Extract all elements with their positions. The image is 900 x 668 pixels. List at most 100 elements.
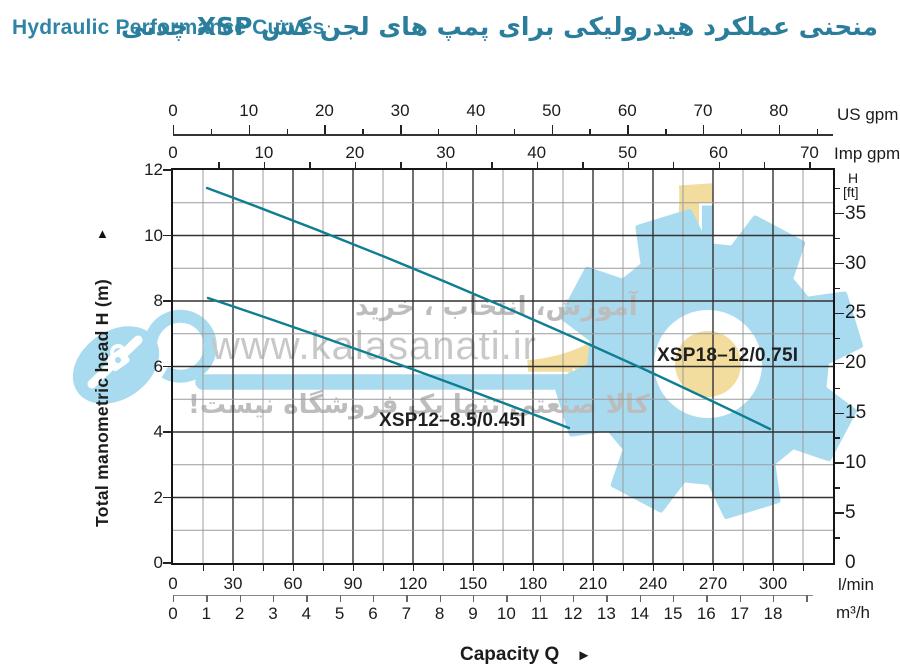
lmin-tick-label: 60 bbox=[283, 574, 303, 593]
lmin-tick bbox=[803, 565, 805, 571]
lmin-tick bbox=[293, 565, 295, 571]
kalasanati-logo-icon bbox=[72, 309, 217, 404]
us-gpm-tick bbox=[324, 125, 326, 134]
head-ft-tick-label: 25 bbox=[845, 302, 867, 324]
us-gpm-tick bbox=[210, 129, 213, 134]
lmin-tick bbox=[713, 565, 715, 571]
m3h-tick-label: 7 bbox=[401, 604, 412, 623]
imp-gpm-tick-label: 10 bbox=[254, 143, 274, 162]
imp-gpm-tick-label: 0 bbox=[168, 143, 178, 162]
curve-xsp18 bbox=[205, 186, 772, 431]
lmin-tick bbox=[353, 565, 355, 571]
head-m-tick bbox=[163, 300, 172, 302]
lmin-tick bbox=[623, 565, 625, 571]
head-ft-tick bbox=[835, 237, 840, 240]
us-gpm-tick bbox=[551, 125, 553, 134]
lmin-tick bbox=[773, 565, 775, 571]
y-axis-title: Total manometric head H (m) bbox=[92, 279, 112, 527]
imp-gpm-tick bbox=[263, 162, 266, 169]
us-gpm-tick-label: 40 bbox=[466, 101, 486, 120]
us-gpm-tick bbox=[475, 125, 478, 134]
lmin-tick bbox=[683, 565, 685, 571]
head-ft-tick-label: 20 bbox=[845, 352, 867, 374]
head-ft-unit-h: H bbox=[848, 170, 859, 186]
imp-gpm-tick-label: 60 bbox=[709, 143, 728, 162]
m3h-tick-label: 0 bbox=[168, 604, 178, 623]
lmin-tick bbox=[563, 565, 565, 571]
plot-border bbox=[171, 168, 835, 565]
lmin-tick bbox=[383, 565, 385, 571]
m3h-tick bbox=[372, 595, 375, 602]
imp-gpm-tick bbox=[309, 162, 311, 169]
m3h-tick-label: 17 bbox=[730, 604, 750, 623]
head-m-tick-label: 4 bbox=[153, 422, 163, 441]
imp-gpm-tick-label: 20 bbox=[345, 143, 365, 162]
imp-gpm-tick bbox=[218, 162, 220, 169]
m3h-tick-label: 12 bbox=[563, 604, 583, 623]
head-m-tick-label: 12 bbox=[144, 160, 163, 179]
m3h-tick-label: 13 bbox=[596, 604, 616, 623]
x-axis-title-text: Capacity Q bbox=[460, 644, 560, 665]
head-m-tick-label: 10 bbox=[144, 225, 163, 245]
lmin-tick bbox=[323, 565, 325, 571]
lmin-tick-label: 180 bbox=[518, 574, 548, 593]
page-title-farsi: منحنی عملکرد هیدرولیکی برای پمپ های لجن … bbox=[120, 12, 878, 41]
m3h-tick bbox=[239, 595, 241, 602]
watermark-slogan-bottom: کالا صنعتی تنها یک فروشگاه نیست! bbox=[188, 390, 650, 420]
m3h-tick-label: 2 bbox=[234, 604, 245, 623]
imp-gpm-tick-label: 50 bbox=[618, 143, 638, 162]
m3h-tick bbox=[206, 595, 208, 602]
head-ft-tick bbox=[835, 262, 844, 265]
imp-gpm-tick-label: 70 bbox=[799, 143, 819, 162]
imp-gpm-tick bbox=[400, 162, 402, 169]
m3h-tick-label: 9 bbox=[468, 604, 478, 623]
us-gpm-tick bbox=[702, 125, 705, 134]
plot-grid bbox=[173, 170, 833, 563]
m3h-tick-label: 15 bbox=[663, 604, 683, 623]
lmin-tick-label: 240 bbox=[638, 574, 668, 593]
watermark-url: www.kalasanati.ir bbox=[211, 324, 538, 368]
imp-gpm-tick bbox=[718, 162, 720, 169]
imp-gpm-tick bbox=[627, 162, 629, 169]
m3h-tick bbox=[739, 595, 741, 602]
us-gpm-tick bbox=[513, 129, 516, 134]
lmin-tick bbox=[443, 565, 445, 571]
curve-label-xsp18: XSP18–12/0.75I bbox=[657, 345, 799, 366]
us-gpm-tick-label: 80 bbox=[769, 101, 789, 120]
imp-gpm-tick bbox=[354, 162, 357, 169]
gear-hub bbox=[675, 331, 741, 397]
us-gpm-tick bbox=[362, 129, 364, 134]
lmin-tick-label: 30 bbox=[223, 574, 243, 593]
us-gpm-tick bbox=[286, 129, 288, 134]
head-m-tick bbox=[163, 562, 172, 564]
us-gpm-tick bbox=[627, 125, 629, 134]
m3h-tick bbox=[439, 595, 441, 602]
head-ft-tick-label: 0 bbox=[845, 552, 856, 573]
us-gpm-tick-label: 10 bbox=[239, 101, 259, 120]
m3h-tick-label: 16 bbox=[696, 604, 716, 623]
m3h-tick bbox=[406, 595, 408, 602]
head-ft-tick-label: 15 bbox=[845, 402, 867, 424]
head-ft-tick-label: 5 bbox=[845, 502, 856, 524]
lmin-tick-label: 120 bbox=[398, 574, 428, 593]
imp-gpm-tick bbox=[445, 162, 448, 169]
lmin-tick bbox=[203, 565, 205, 571]
head-ft-tick bbox=[835, 312, 844, 315]
lmin-tick bbox=[503, 565, 505, 571]
us-gpm-tick bbox=[400, 125, 402, 134]
head-ft-tick bbox=[835, 187, 840, 190]
m3h-tick bbox=[639, 595, 641, 602]
head-m-tick-label: 6 bbox=[153, 356, 163, 376]
lmin-tick bbox=[233, 565, 235, 571]
m3h-tick-label: 8 bbox=[434, 604, 445, 623]
us-gpm-unit: US gpm bbox=[837, 105, 899, 124]
head-m-tick bbox=[163, 169, 172, 171]
watermark-slogan-top: آموزش، انتخاب ، خرید bbox=[355, 292, 638, 322]
us-gpm-tick-label: 30 bbox=[390, 101, 410, 120]
imp-gpm-tick-label: 30 bbox=[436, 143, 456, 162]
m3h-tick-label: 18 bbox=[763, 604, 783, 623]
us-gpm-tick-label: 70 bbox=[693, 101, 713, 120]
head-m-tick bbox=[163, 365, 172, 368]
m3h-unit: m³/h bbox=[836, 603, 870, 622]
curves-layer bbox=[205, 186, 772, 431]
